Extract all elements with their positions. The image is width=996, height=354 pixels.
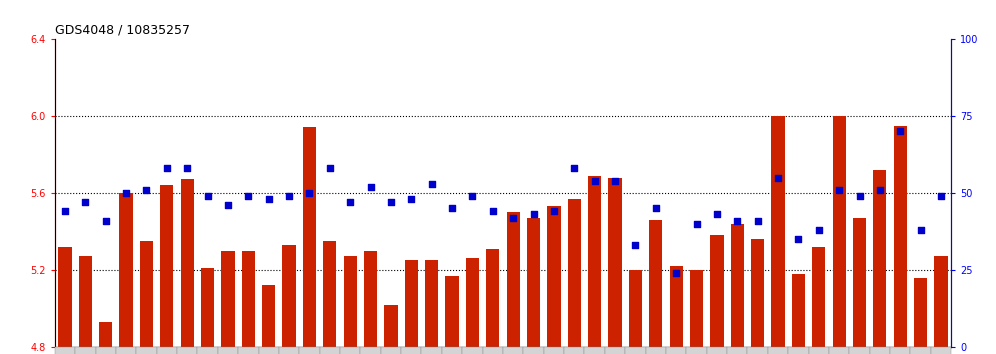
Bar [180, 179, 194, 347]
Bar [873, 170, 886, 347]
Bar [812, 247, 826, 347]
Point [587, 178, 603, 183]
Point [831, 187, 847, 193]
Point [220, 202, 236, 208]
Point [608, 178, 623, 183]
Bar [893, 126, 907, 347]
Point [872, 187, 887, 193]
Point [159, 165, 175, 171]
Bar [344, 256, 357, 347]
Point [138, 187, 154, 193]
Point [444, 205, 460, 211]
Bar [486, 249, 499, 347]
Point [382, 199, 398, 205]
Point [322, 165, 338, 171]
Bar [242, 251, 255, 347]
Bar [303, 127, 316, 347]
Point [423, 181, 439, 187]
Bar [425, 260, 438, 347]
Bar [609, 177, 622, 347]
Point [688, 221, 704, 227]
Point [505, 215, 521, 221]
Point [302, 190, 318, 196]
Bar [79, 256, 92, 347]
Bar [853, 218, 867, 347]
Point [240, 193, 256, 199]
Point [627, 242, 643, 248]
Point [78, 199, 94, 205]
Bar [221, 251, 235, 347]
Bar [669, 266, 683, 347]
Bar [160, 185, 173, 347]
Point [363, 184, 378, 190]
Point [729, 218, 745, 223]
Point [668, 270, 684, 276]
Point [464, 193, 480, 199]
Point [811, 227, 827, 233]
Bar [139, 241, 153, 347]
Bar [628, 270, 642, 347]
Bar [771, 116, 785, 347]
Bar [914, 278, 927, 347]
Bar [547, 206, 561, 347]
Bar [751, 239, 764, 347]
Bar [934, 256, 947, 347]
Point [199, 193, 215, 199]
Bar [710, 235, 723, 347]
Point [261, 196, 277, 202]
Bar [59, 247, 72, 347]
Point [647, 205, 663, 211]
Bar [283, 245, 296, 347]
Bar [588, 176, 602, 347]
Bar [201, 268, 214, 347]
Bar [466, 258, 479, 347]
Point [750, 218, 766, 223]
Point [709, 212, 725, 217]
Bar [527, 218, 540, 347]
Point [770, 175, 786, 180]
Point [119, 190, 134, 196]
Point [892, 129, 908, 134]
Bar [404, 260, 418, 347]
Bar [568, 199, 581, 347]
Point [546, 209, 562, 214]
Bar [120, 193, 132, 347]
Point [281, 193, 297, 199]
Bar [364, 251, 377, 347]
Point [485, 209, 501, 214]
Point [98, 218, 114, 223]
Point [852, 193, 868, 199]
Bar [833, 116, 846, 347]
Bar [792, 274, 805, 347]
Point [57, 209, 73, 214]
Bar [731, 224, 744, 347]
Bar [384, 304, 397, 347]
Bar [99, 322, 113, 347]
Point [343, 199, 359, 205]
Point [791, 236, 807, 242]
Point [526, 212, 542, 217]
Point [912, 227, 928, 233]
Point [179, 165, 195, 171]
Text: GDS4048 / 10835257: GDS4048 / 10835257 [55, 23, 190, 36]
Bar [649, 220, 662, 347]
Point [567, 165, 583, 171]
Point [933, 193, 949, 199]
Bar [323, 241, 337, 347]
Bar [507, 212, 520, 347]
Point [403, 196, 419, 202]
Bar [445, 276, 459, 347]
Bar [262, 285, 275, 347]
Bar [690, 270, 703, 347]
